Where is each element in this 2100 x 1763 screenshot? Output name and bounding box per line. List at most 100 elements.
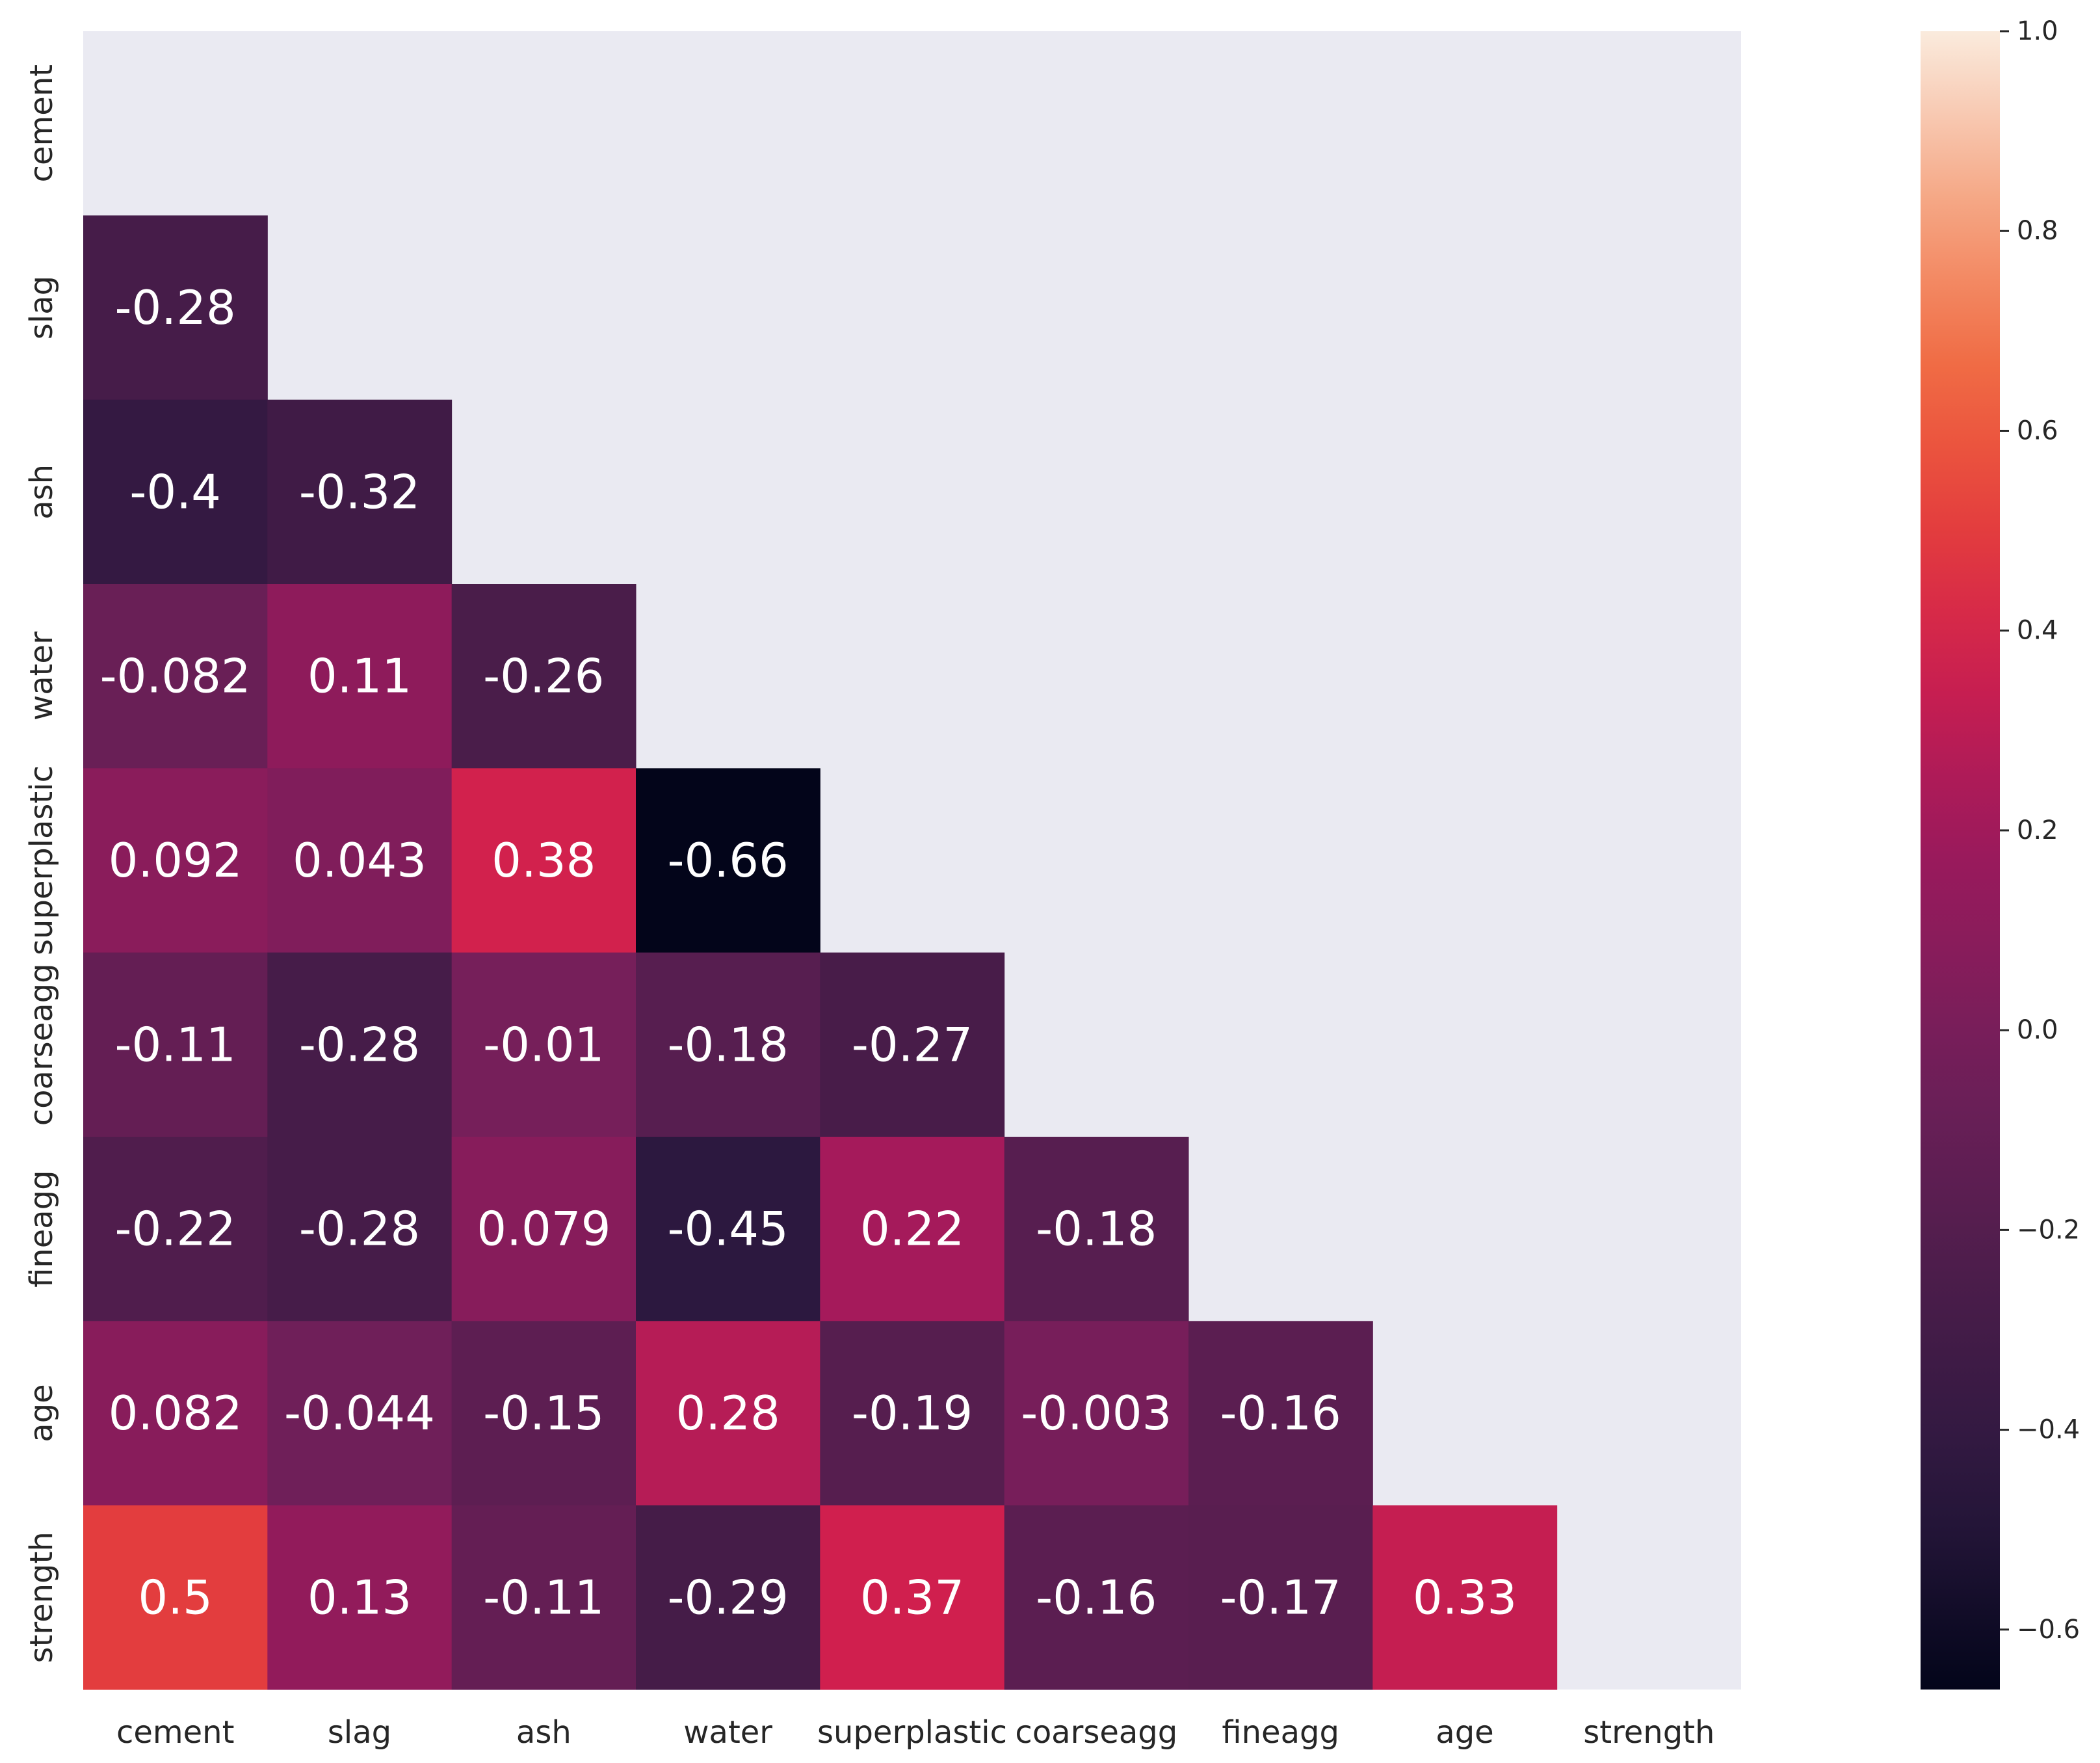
heatmap-cell-superplastic-ash [451, 768, 637, 953]
heatmap-cell-ash-cement [83, 399, 268, 585]
heatmap-cell-age-water [636, 1321, 820, 1506]
x-tick-label-superplastic: superplastic [817, 1714, 1007, 1751]
heatmap-cell-strength-coarseagg [1004, 1505, 1189, 1690]
cell-value-label: -0.28 [299, 1017, 420, 1072]
cell-value-label: -0.32 [299, 464, 420, 519]
heatmap-cell-strength-water [636, 1505, 820, 1690]
cell-value-label: 0.079 [477, 1202, 610, 1256]
y-tick-label-age: age [23, 1384, 60, 1442]
cell-value-label: -0.11 [483, 1570, 604, 1624]
cell-value-label: -0.4 [129, 464, 220, 519]
colorbar-tick-label: 0.2 [2017, 815, 2058, 845]
heatmap-cell-fineagg-coarseagg [1004, 1137, 1189, 1321]
y-tick-label-slag: slag [23, 276, 60, 339]
heatmap-cell-coarseagg-superplastic [820, 952, 1005, 1137]
heatmap-cell-ash-slag [267, 399, 453, 585]
cell-value-label: -0.19 [852, 1386, 973, 1440]
heatmap-cell-coarseagg-ash [451, 952, 637, 1137]
x-axis-ticks: cement slag ash water superplastic coarseagg f… [116, 1714, 1714, 1751]
heatmap-cell-water-slag [267, 584, 453, 769]
heatmap-cell-age-cement [83, 1321, 268, 1506]
heatmap-cell-age-superplastic [820, 1321, 1005, 1506]
cell-value-label: -0.29 [668, 1570, 789, 1624]
cell-value-label: 0.092 [109, 833, 243, 888]
heatmap-cell-coarseagg-slag [267, 952, 453, 1137]
cell-value-label: 0.33 [1413, 1570, 1517, 1624]
cell-value-label: -0.16 [1220, 1386, 1341, 1440]
cell-value-label: 0.22 [860, 1202, 964, 1256]
colorbar-tick-label: 0.4 [2017, 616, 2058, 646]
heatmap-cell-age-fineagg [1188, 1321, 1373, 1506]
colorbar-tick-label: 0.8 [2017, 216, 2058, 246]
cell-value-label: -0.003 [1021, 1386, 1172, 1440]
y-tick-label-superplastic: superplastic [23, 765, 60, 955]
cell-value-label: 0.38 [492, 833, 596, 888]
x-tick-label-ash: ash [516, 1714, 571, 1751]
heatmap-cell-strength-age [1372, 1505, 1558, 1690]
heatmap-cell-superplastic-cement [83, 768, 268, 953]
cell-value-label: -0.15 [483, 1386, 604, 1440]
cell-value-label: -0.01 [483, 1017, 604, 1072]
colorbar-ticks: 1.0 0.8 0.6 0.4 0.2 0.0 −0.2 −0.4 −0.6 [2000, 16, 2080, 1645]
heatmap-cell-water-ash [451, 584, 637, 769]
cell-value-label: 0.043 [293, 833, 427, 888]
y-axis-ticks: cement slag ash water superplastic coarseagg f… [23, 64, 60, 1663]
y-tick-label-coarseagg: coarseagg [23, 963, 60, 1126]
x-tick-label-age: age [1436, 1714, 1493, 1751]
cell-value-label: -0.18 [1036, 1202, 1157, 1256]
heatmap-cell-fineagg-cement [83, 1137, 268, 1321]
cell-value-label: -0.11 [115, 1017, 236, 1072]
heatmap-cell-superplastic-slag [267, 768, 453, 953]
cell-value-label: -0.66 [668, 833, 789, 888]
cell-value-label: 0.082 [109, 1386, 243, 1440]
x-tick-label-coarseagg: coarseagg [1015, 1714, 1177, 1751]
cell-value-label: 0.37 [860, 1570, 964, 1624]
cell-value-label: -0.16 [1036, 1570, 1157, 1624]
colorbar-tick-label: −0.6 [2017, 1615, 2080, 1645]
x-tick-label-cement: cement [116, 1714, 234, 1751]
heatmap-cell-fineagg-superplastic [820, 1137, 1005, 1321]
heatmap-cell-coarseagg-cement [83, 952, 268, 1137]
x-tick-label-strength: strength [1583, 1714, 1714, 1751]
y-tick-label-ash: ash [23, 464, 60, 520]
colorbar-tick-label: −0.2 [2017, 1215, 2080, 1245]
heatmap-cell-strength-ash [451, 1505, 637, 1690]
cell-value-label: -0.28 [115, 280, 236, 335]
heatmap-cells: -0.28 -0.4 -0.32 -0.082 0.11 -0.26 0.092 0.043 0… [83, 215, 1558, 1690]
heatmap-cell-age-coarseagg [1004, 1321, 1189, 1506]
cell-value-label: -0.18 [668, 1017, 789, 1072]
heatmap-cell-age-ash [451, 1321, 637, 1506]
cell-value-label: -0.26 [483, 649, 604, 704]
x-tick-label-slag: slag [328, 1714, 391, 1751]
cell-value-label: 0.28 [676, 1386, 780, 1440]
colorbar [1921, 31, 2000, 1690]
y-tick-label-cement: cement [23, 64, 60, 182]
cell-value-label: -0.082 [100, 649, 251, 704]
y-tick-label-fineagg: fineagg [23, 1170, 60, 1288]
heatmap-cell-water-cement [83, 584, 268, 769]
heatmap-cell-age-slag [267, 1321, 453, 1506]
cell-value-label: -0.17 [1220, 1570, 1341, 1624]
cell-value-label: 0.11 [308, 649, 412, 704]
heatmap-cell-coarseagg-water [636, 952, 820, 1137]
y-tick-label-strength: strength [23, 1531, 60, 1663]
heatmap-cell-fineagg-ash [451, 1137, 637, 1321]
cell-value-label: -0.22 [115, 1202, 236, 1256]
heatmap-cell-fineagg-water [636, 1137, 820, 1321]
cell-value-label: -0.45 [668, 1202, 789, 1256]
heatmap-cell-superplastic-water [636, 768, 820, 953]
colorbar-tick-label: −0.4 [2017, 1415, 2080, 1445]
cell-value-label: -0.27 [852, 1017, 973, 1072]
cell-value-label: -0.044 [284, 1386, 435, 1440]
x-tick-label-fineagg: fineagg [1222, 1714, 1339, 1751]
colorbar-tick-label: 1.0 [2017, 16, 2058, 46]
cell-value-label: -0.28 [299, 1202, 420, 1256]
colorbar-tick-label: 0.0 [2017, 1015, 2058, 1045]
heatmap-cell-strength-superplastic [820, 1505, 1005, 1690]
colorbar-tick-label: 0.6 [2017, 416, 2058, 445]
cell-value-label: 0.5 [138, 1570, 213, 1624]
heatmap-cell-strength-slag [267, 1505, 453, 1690]
heatmap-cell-strength-cement [83, 1505, 268, 1690]
